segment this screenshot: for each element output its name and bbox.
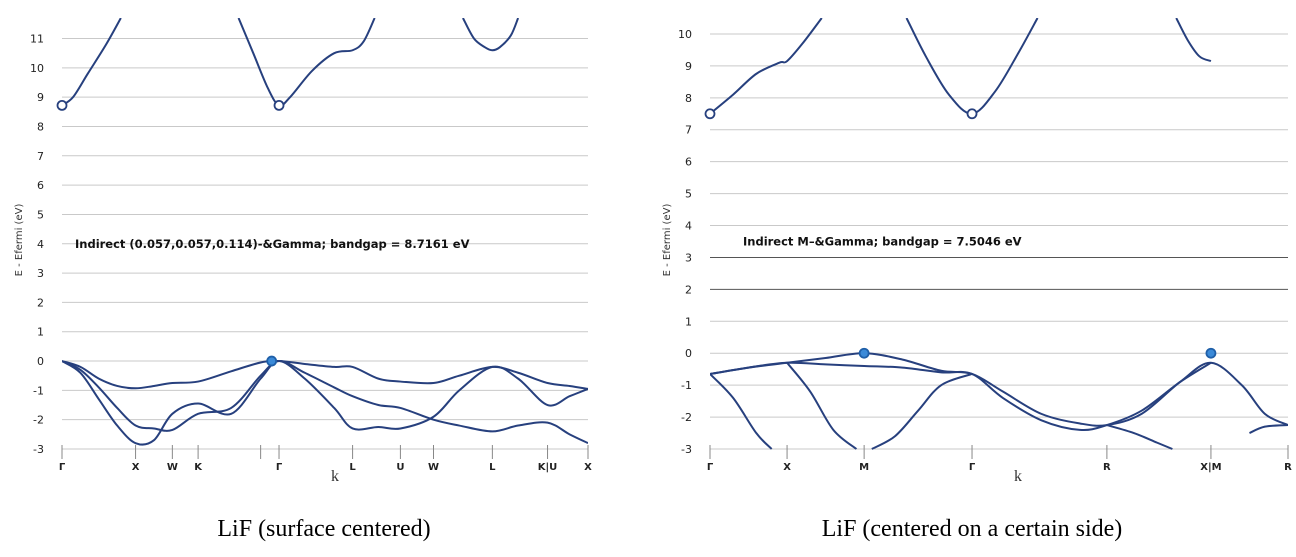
kpoint-label: U [396,462,404,473]
y-tick-label: -3 [681,443,692,456]
y-tick-label: -2 [681,411,692,424]
y-axis-title: E - Efermi (eV) [662,204,673,277]
x-axis-title: k [1014,468,1022,485]
y-tick-label: 7 [37,150,44,163]
y-tick-label: 3 [685,251,692,264]
y-tick-label: 3 [37,267,44,280]
y-tick-label: 4 [685,220,692,233]
y-tick-label: 2 [685,283,692,296]
kpoint-label: R [1284,462,1292,473]
y-tick-label: 1 [685,315,692,328]
kpoint-label: L [489,462,496,473]
cbm-marker [273,99,285,111]
band-line-2 [62,360,588,446]
kpoint-label: M [859,462,869,473]
kpoint-label: X [783,462,791,473]
kpoint-label: L [349,462,356,473]
band-line-1 [62,360,588,445]
y-tick-label: 8 [685,92,692,105]
band-line-4 [871,373,973,450]
vbm-marker [858,347,870,359]
y-tick-label: 9 [685,60,692,73]
kpoint-label: W [167,462,178,473]
cbm-marker [56,99,68,111]
y-tick-label: -2 [33,414,44,427]
band-line-4 [237,18,376,107]
y-tick-label: 0 [685,347,692,360]
band-line-6 [1249,424,1288,434]
kpoint-label: X [132,462,140,473]
kpoint-label: Γ [59,462,66,473]
cbm-marker [966,108,978,120]
y-tick-label: 7 [685,124,692,137]
y-tick-label: 6 [685,156,692,169]
kpoint-label: K|U [538,462,558,473]
bandgap-annotation: Indirect M–&Gamma; bandgap = 7.5046 eV [743,234,1022,248]
y-tick-label: 4 [37,238,44,251]
band-line-5 [1106,424,1173,450]
band-line-9 [1175,18,1212,63]
y-tick-label: 6 [37,179,44,192]
vbm-marker [266,355,278,367]
right-chart-panel: -3 -2 -1 0 1 2 3 4 5 6 7 8 9 10 Γ X M Γ R X|M R E - Efermi (e… [648,0,1296,557]
band-line-3 [62,18,122,107]
kpoint-label: R [1103,462,1111,473]
y-tick-label: 5 [685,188,692,201]
kpoint-label: W [428,462,439,473]
y-axis-title: E - Efermi (eV) [14,204,25,277]
band-line-7 [710,18,823,115]
band-line-0 [62,359,588,390]
bands-group [62,18,588,446]
kpoint-label: K [194,462,203,473]
bandgap-annotation: Indirect (0.057,0.057,0.114)-&Gamma; ban… [75,237,470,251]
y-tick-label: -3 [33,443,44,456]
y-tick-label: 1 [37,326,44,339]
band-line-2 [710,373,773,450]
band-line-0 [710,352,1288,427]
right-chart-caption: LiF (centered on a certain side) [821,516,1123,542]
y-tick-label: -1 [681,379,692,392]
left-band-structure-chart: -3 -2 -1 0 1 2 3 4 5 6 7 8 9 10 11 Γ X W K Γ L U W L K|U X E - Efe… [14,18,592,485]
kpoint-label: Γ [276,462,283,473]
x-axis-title: k [331,468,339,485]
y-tick-label: 2 [37,296,44,309]
kpoint-label: X|M [1200,462,1221,473]
band-line-1 [710,361,1212,431]
y-tick-label: 10 [30,62,44,75]
band-line-3 [786,362,858,450]
band-line-5 [462,18,520,52]
vbm-marker [1205,347,1217,359]
y-tick-label: 10 [678,28,692,41]
kpoint-label: X [584,462,592,473]
cbm-marker [704,108,716,120]
y-tick-label: -1 [33,384,44,397]
y-tick-label: 8 [37,120,44,133]
y-tick-label: 0 [37,355,44,368]
left-chart-panel: -3 -2 -1 0 1 2 3 4 5 6 7 8 9 10 11 Γ X W K Γ L U W L K|U X E - Efe… [14,18,592,542]
y-tick-label: 5 [37,208,44,221]
kpoint-label: Γ [969,462,976,473]
left-chart-caption: LiF (surface centered) [217,516,431,542]
y-tick-label: 9 [37,91,44,104]
right-band-structure-chart: -3 -2 -1 0 1 2 3 4 5 6 7 8 9 10 Γ X M Γ R X|M R E - Efermi (e… [662,18,1292,485]
y-tick-label: 11 [30,33,44,46]
kpoint-label: Γ [707,462,714,473]
